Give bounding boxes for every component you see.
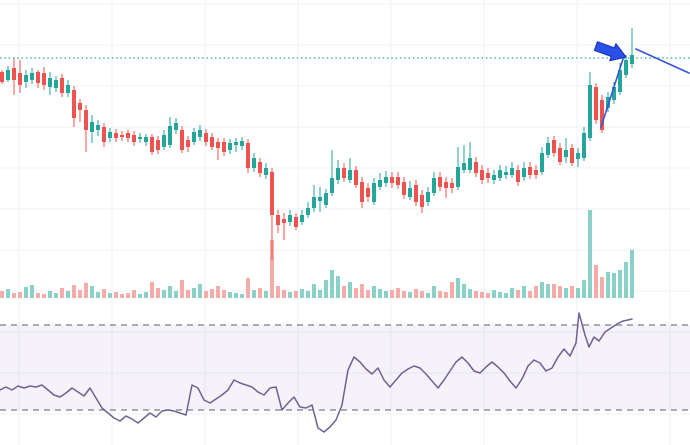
rsi-band-dashed-lines [0, 324, 690, 411]
candlestick-series [0, 28, 634, 260]
buy-point-arrow-icon[interactable] [593, 41, 627, 62]
rsi-band-fill [0, 325, 690, 410]
trend-lines[interactable] [600, 48, 690, 128]
volume-series [0, 210, 634, 298]
rsi-line [0, 312, 633, 433]
